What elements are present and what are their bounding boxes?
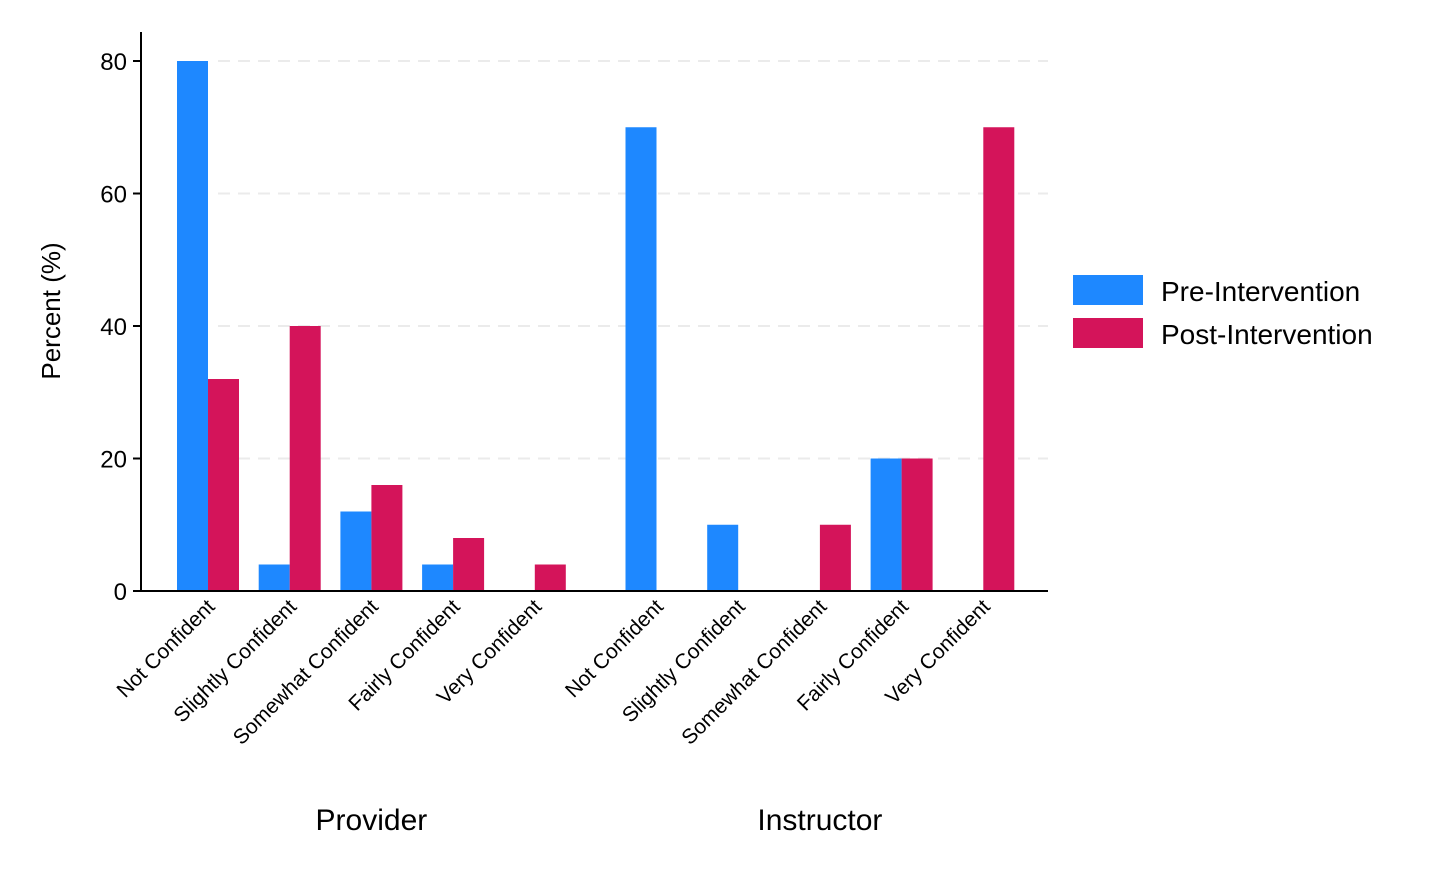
bar-pre-provider-3	[422, 564, 454, 591]
bar-post-instructor-2	[819, 524, 851, 591]
legend-swatch	[1073, 318, 1143, 348]
y-tick-label: 40	[100, 314, 127, 341]
bar-post-provider-4	[534, 564, 566, 591]
y-axis-ticks: 0 20 40 60 80	[100, 49, 141, 606]
y-tick-label: 20	[100, 447, 127, 474]
bar-pre-provider-2	[340, 511, 372, 591]
bar-post-provider-0	[208, 379, 239, 591]
bar-pre-instructor-1	[707, 524, 739, 591]
x-category-label: Somewhat Confident	[229, 595, 383, 749]
y-tick-label: 60	[100, 182, 127, 209]
bars	[177, 61, 1015, 591]
bar-post-provider-1	[289, 326, 321, 591]
bar-post-instructor-3	[901, 458, 933, 591]
bar-post-provider-3	[453, 538, 485, 591]
bar-pre-instructor-3	[870, 458, 902, 591]
bar-pre-provider-1	[258, 564, 290, 591]
bar-post-instructor-4	[983, 127, 1015, 591]
legend-label: Pre-Intervention	[1161, 276, 1360, 307]
x-axis-group-labels: Provider Instructor	[316, 804, 883, 837]
y-tick-label: 80	[100, 49, 127, 76]
x-group-label: Provider	[316, 804, 428, 837]
legend-label: Post-Intervention	[1161, 319, 1373, 350]
bar-pre-provider-0	[177, 61, 208, 591]
y-tick-label: 0	[114, 579, 127, 606]
x-group-label: Instructor	[757, 804, 882, 837]
bar-post-provider-2	[371, 485, 403, 591]
bar-pre-instructor-0	[625, 127, 657, 591]
x-category-label: Somewhat Confident	[677, 595, 831, 749]
y-axis-title: Percent (%)	[36, 242, 66, 379]
legend-swatch	[1073, 275, 1143, 305]
legend: Pre-Intervention Post-Intervention	[1073, 275, 1373, 350]
